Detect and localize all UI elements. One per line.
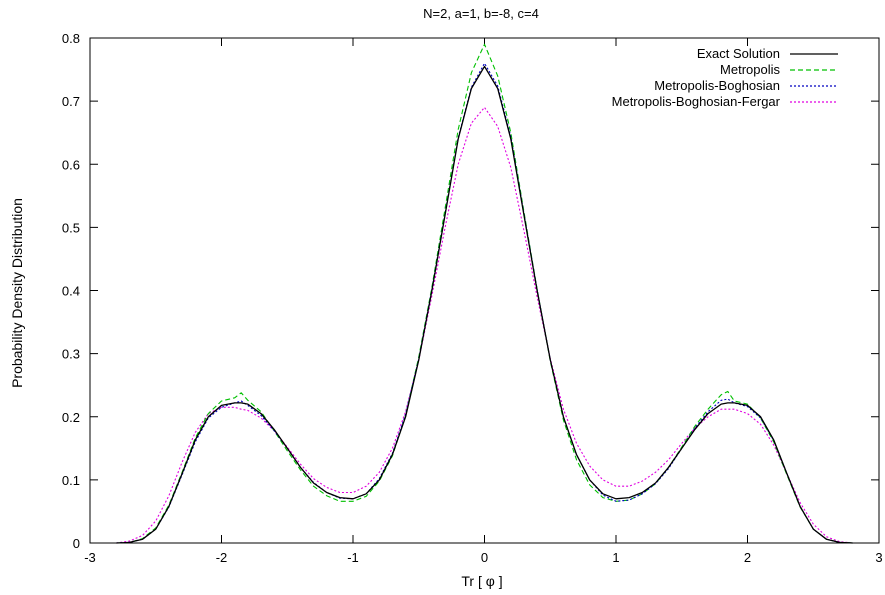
- legend-label: Metropolis-Boghosian-Fergar: [612, 94, 781, 109]
- series-line-1: [116, 43, 853, 544]
- x-tick-label: -3: [84, 550, 96, 565]
- y-axis-title: Probability Density Distribution: [9, 198, 25, 388]
- legend-label: Metropolis: [720, 62, 780, 77]
- y-tick-label: 0.5: [62, 220, 80, 235]
- y-tick-label: 0: [73, 536, 80, 551]
- chart-title: N=2, a=1, b=-8, c=4: [423, 6, 539, 21]
- series-line-0: [116, 65, 853, 544]
- y-tick-label: 0.6: [62, 157, 80, 172]
- legend-label: Metropolis-Boghosian: [654, 78, 780, 93]
- series-layer: [116, 43, 853, 544]
- y-tick-label: 0.1: [62, 473, 80, 488]
- y-tick-label: 0.2: [62, 410, 80, 425]
- y-tick-label: 0.8: [62, 31, 80, 46]
- ticks-layer: -3 -2 -1 0 1 2 3 0 0.1 0.2 0.3 0.4 0.5 0.6 0.7 0.8: [62, 31, 883, 565]
- series-line-3: [116, 106, 853, 544]
- legend: Exact SolutionMetropolisMetropolis-Bogho…: [612, 46, 838, 109]
- legend-label: Exact Solution: [697, 46, 780, 61]
- x-tick-label: 3: [875, 550, 882, 565]
- y-tick-label: 0.7: [62, 94, 80, 109]
- x-tick-label: 2: [744, 550, 751, 565]
- x-tick-label: -1: [347, 550, 359, 565]
- y-tick-label: 0.3: [62, 347, 80, 362]
- x-axis-title: Tr [ φ ]: [461, 573, 502, 589]
- series-line-2: [116, 62, 853, 544]
- y-tick-label: 0.4: [62, 284, 80, 299]
- x-tick-label: 1: [612, 550, 619, 565]
- x-tick-label: -2: [216, 550, 228, 565]
- plot-frame: [89, 37, 880, 544]
- x-tick-label: 0: [481, 550, 488, 565]
